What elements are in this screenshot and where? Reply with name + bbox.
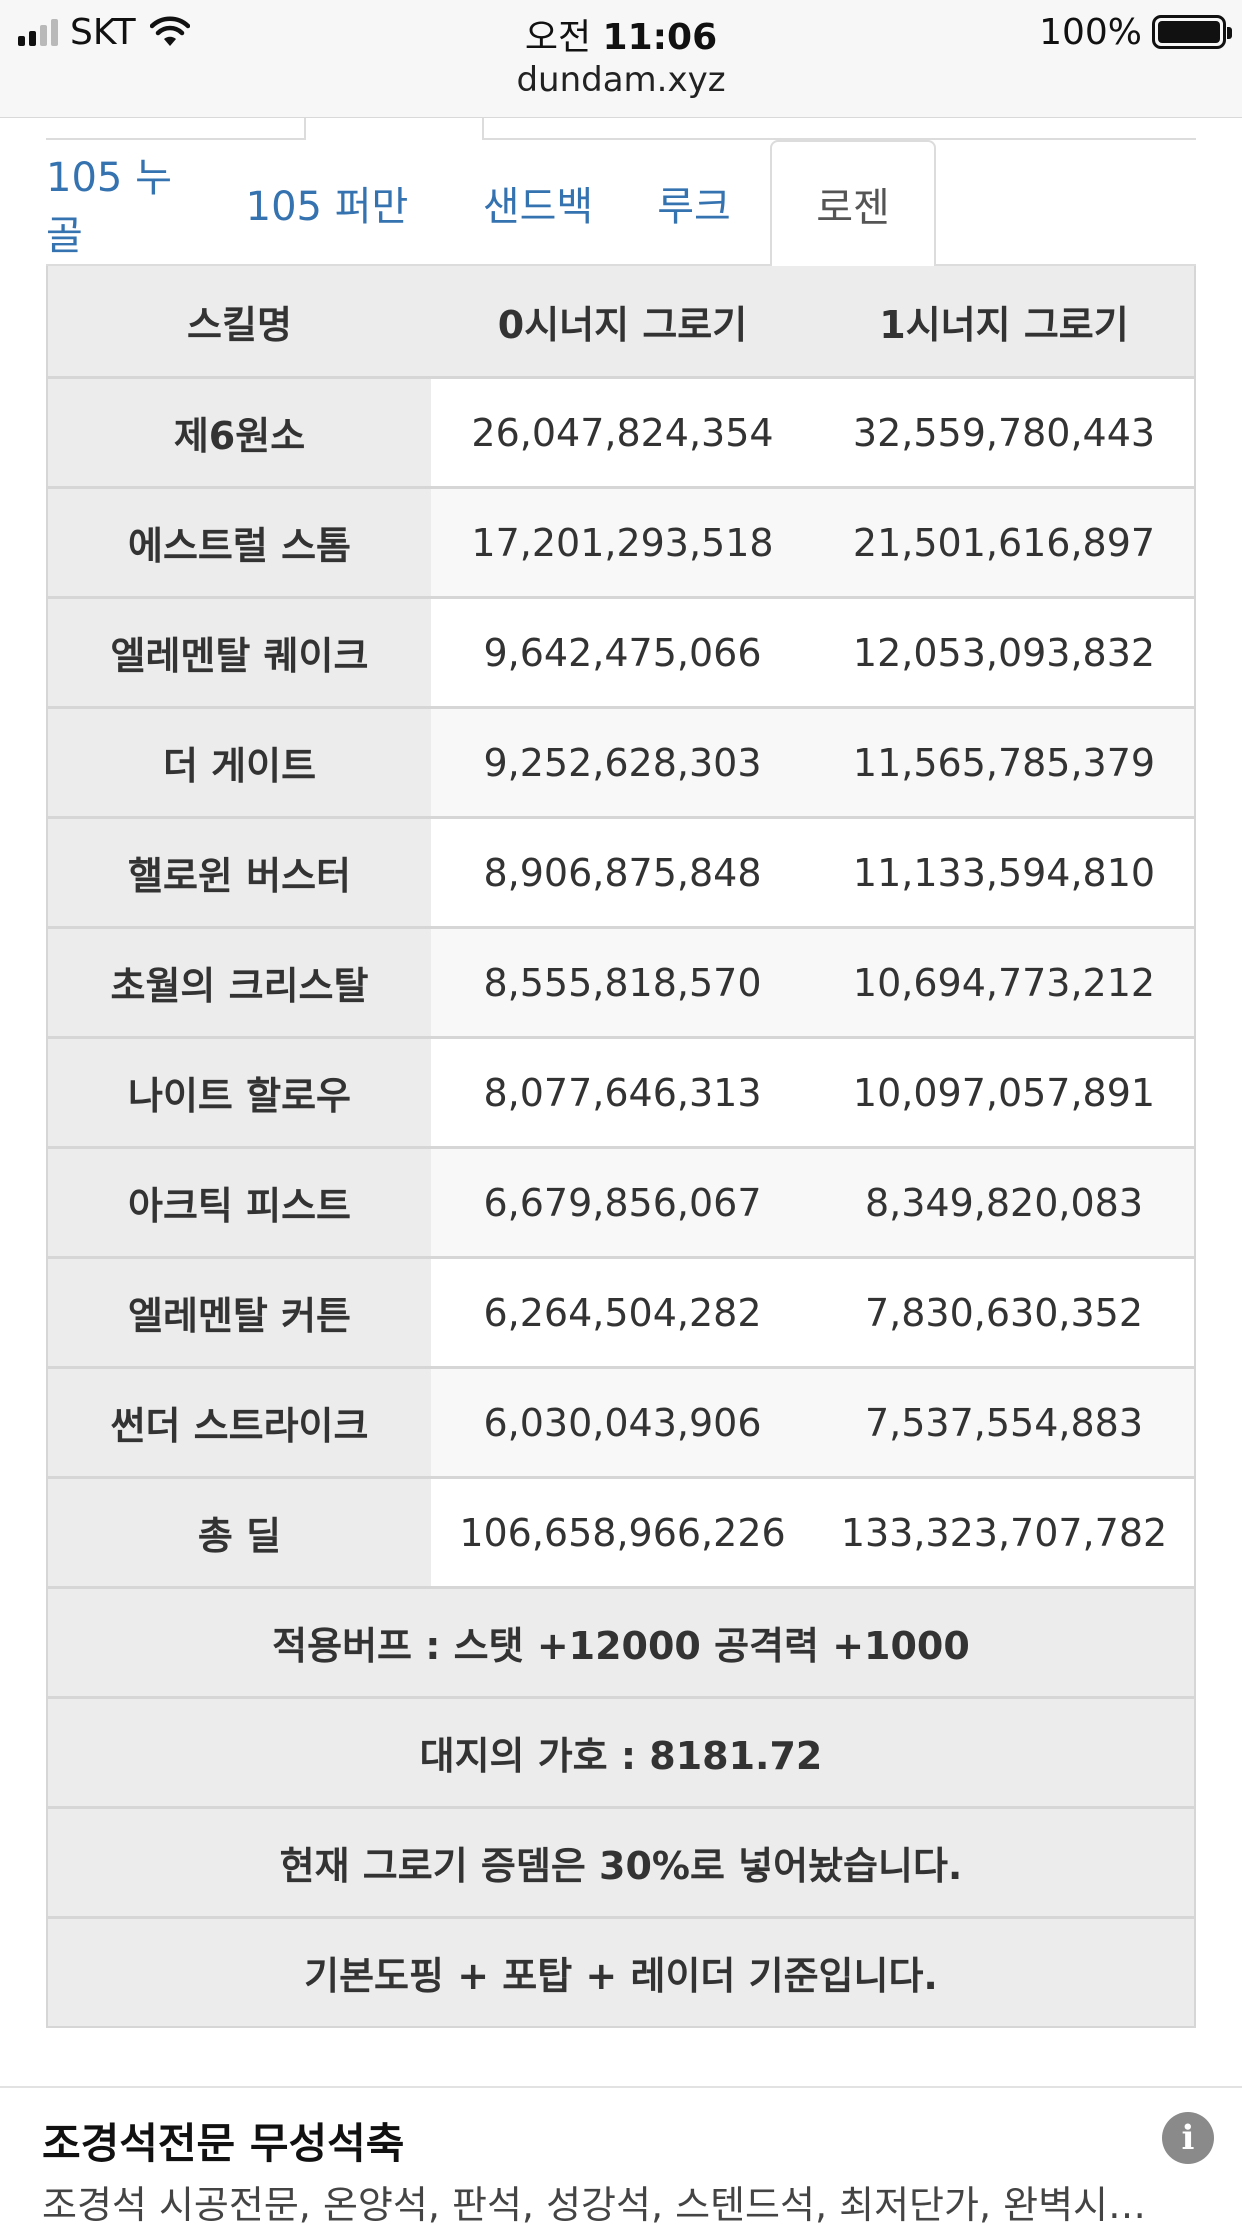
wifi-icon [149,16,190,46]
damage-0-synergy: 8,555,818,570 [431,929,814,1036]
skill-name: 엘레멘탈 퀘이크 [48,599,431,706]
battery-percent: 100% [1039,11,1142,53]
tab-luke[interactable]: 루크 [657,184,731,230]
note-groggy-damage: 현재 그로기 증뎀은 30%로 넣어놨습니다. [48,1809,1194,1916]
boss-tabs: 105 누골 105 퍼만 샌드백 루크 로젠 [46,140,1196,268]
table-row: 더 게이트 9,252,628,303 11,565,785,379 [48,706,1194,816]
skill-name: 에스트럴 스톰 [48,489,431,596]
damage-0-synergy: 6,264,504,282 [431,1259,814,1366]
table-row: 에스트럴 스톰 17,201,293,518 21,501,616,897 [48,486,1194,596]
clock: 오전 11:06 [0,8,1242,60]
damage-0-synergy: 17,201,293,518 [431,489,814,596]
table-row: 썬더 스트라이크 6,030,043,906 7,537,554,883 [48,1366,1194,1476]
damage-1-synergy: 8,349,820,083 [814,1149,1194,1256]
ad-banner[interactable]: 조경석전문 무성석축 조경석 시공전문, 온양석, 판석, 성강석, 스텐드석,… [0,2086,1242,2227]
damage-1-synergy: 10,097,057,891 [814,1039,1194,1146]
damage-1-synergy: 10,694,773,212 [814,929,1194,1036]
table-row: 엘레멘탈 커튼 6,264,504,282 7,830,630,352 [48,1256,1194,1366]
tab-rosen[interactable]: 로젠 [770,140,936,268]
damage-0-synergy: 6,679,856,067 [431,1149,814,1256]
skill-name: 썬더 스트라이크 [48,1369,431,1476]
damage-0-synergy: 6,030,043,906 [431,1369,814,1476]
skill-name: 아크틱 피스트 [48,1149,431,1256]
note-row: 현재 그로기 증뎀은 30%로 넣어놨습니다. [48,1806,1194,1916]
damage-1-synergy: 11,133,594,810 [814,819,1194,926]
skill-name: 제6원소 [48,379,431,486]
damage-table: 스킬명 0시너지 그로기 1시너지 그로기 제6원소 26,047,824,35… [46,266,1196,2028]
table-row: 아크틱 피스트 6,679,856,067 8,349,820,083 [48,1146,1194,1256]
damage-1-synergy: 11,565,785,379 [814,709,1194,816]
damage-0-synergy: 9,252,628,303 [431,709,814,816]
damage-1-synergy: 12,053,093,832 [814,599,1194,706]
note-earth-blessing: 대지의 가호 : 8181.72 [48,1699,1194,1806]
table-row: 엘레멘탈 퀘이크 9,642,475,066 12,053,093,832 [48,596,1194,706]
info-icon[interactable]: i [1162,2112,1214,2164]
note-row: 대지의 가호 : 8181.72 [48,1696,1194,1806]
note-applied-buff: 적용버프 : 스탯 +12000 공격력 +1000 [48,1589,1194,1696]
table-header-row: 스킬명 0시너지 그로기 1시너지 그로기 [48,266,1194,376]
total-label: 총 딜 [48,1479,431,1586]
note-row: 적용버프 : 스탯 +12000 공격력 +1000 [48,1586,1194,1696]
header-skill-name: 스킬명 [48,266,431,376]
tab-105-nugol[interactable]: 105 누골 [46,155,172,259]
status-bar: SKT 오전 11:06 100% dundam.xyz [0,0,1242,118]
skill-name: 엘레멘탈 커튼 [48,1259,431,1366]
skill-name: 초월의 크리스탈 [48,929,431,1036]
ad-description[interactable]: 조경석 시공전문, 온양석, 판석, 성강석, 스텐드석, 최저단가, 완벽시… [42,2183,1142,2227]
note-basis: 기본도핑 + 포탑 + 레이더 기준입니다. [48,1919,1194,2026]
total-1-synergy: 133,323,707,782 [814,1479,1194,1586]
ad-title[interactable]: 조경석전문 무성석축 [42,2119,405,2168]
skill-name: 핼로윈 버스터 [48,819,431,926]
damage-1-synergy: 32,559,780,443 [814,379,1194,486]
upper-tab-border [482,118,1196,140]
note-row: 기본도핑 + 포탑 + 레이더 기준입니다. [48,1916,1194,2026]
header-1-synergy: 1시너지 그로기 [814,266,1194,376]
status-left: SKT [18,11,190,53]
table-row: 나이트 할로우 8,077,646,313 10,097,057,891 [48,1036,1194,1146]
clock-period: 오전 [524,17,592,58]
header-0-synergy: 0시너지 그로기 [431,266,814,376]
clock-time: 11:06 [602,17,718,58]
damage-0-synergy: 8,077,646,313 [431,1039,814,1146]
battery-icon [1152,15,1232,49]
total-damage-row: 총 딜 106,658,966,226 133,323,707,782 [48,1476,1194,1586]
table-row: 초월의 크리스탈 8,555,818,570 10,694,773,212 [48,926,1194,1036]
carrier-name: SKT [70,11,136,53]
status-right: 100% [1039,11,1232,53]
damage-1-synergy: 7,830,630,352 [814,1259,1194,1366]
upper-tab-border [46,118,306,140]
damage-0-synergy: 26,047,824,354 [431,379,814,486]
cellular-signal-icon [18,18,58,46]
address-bar-url[interactable]: dundam.xyz [516,60,726,100]
tab-sandbag[interactable]: 샌드백 [482,184,594,230]
table-row: 핼로윈 버스터 8,906,875,848 11,133,594,810 [48,816,1194,926]
table-row: 제6원소 26,047,824,354 32,559,780,443 [48,376,1194,486]
tab-105-perman[interactable]: 105 퍼만 [245,184,409,230]
total-0-synergy: 106,658,966,226 [431,1479,814,1586]
damage-0-synergy: 8,906,875,848 [431,819,814,926]
damage-1-synergy: 7,537,554,883 [814,1369,1194,1476]
damage-1-synergy: 21,501,616,897 [814,489,1194,596]
skill-name: 나이트 할로우 [48,1039,431,1146]
damage-0-synergy: 9,642,475,066 [431,599,814,706]
skill-name: 더 게이트 [48,709,431,816]
